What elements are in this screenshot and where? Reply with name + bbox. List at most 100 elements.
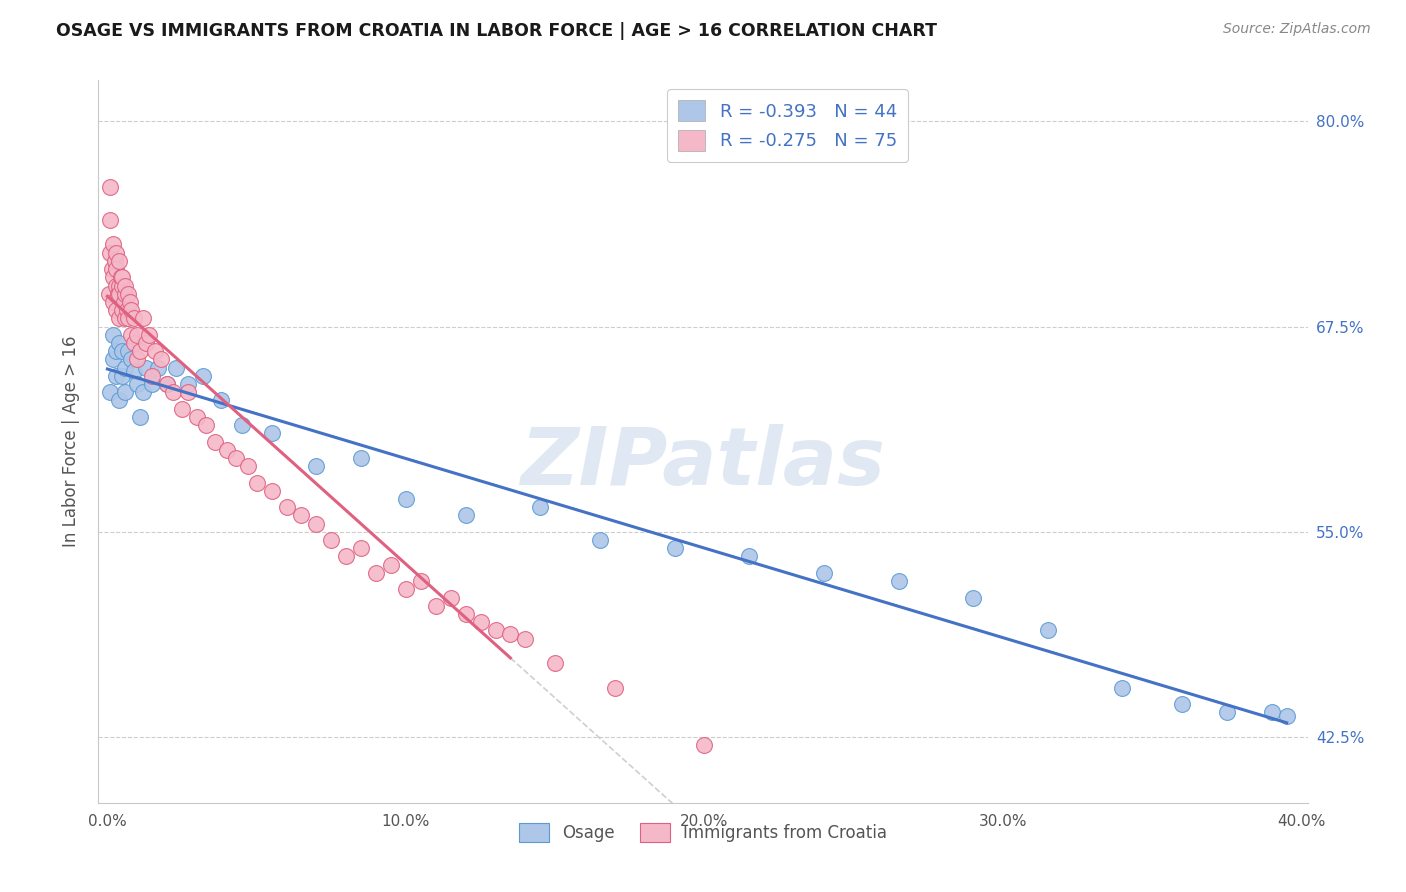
Point [215,442,238,457]
Text: OSAGE VS IMMIGRANTS FROM CROATIA IN LABOR FORCE | AGE > 16 CORRELATION CHART: OSAGE VS IMMIGRANTS FROM CROATIA IN LABO… [56,22,938,40]
Point [111,270,134,285]
Point [141,377,163,392]
Point [129,344,152,359]
Point [177,385,200,400]
Point [111,303,134,318]
Point [117,311,139,326]
Y-axis label: In Labor Force | Age > 16: In Labor Force | Age > 16 [62,335,80,548]
Point [603,681,626,695]
Point [98,180,121,194]
Point [114,278,136,293]
Point [305,516,328,531]
Point [132,385,155,400]
Point [350,541,373,556]
Point [962,591,984,605]
Point [103,270,125,285]
Point [112,295,135,310]
Point [108,278,131,293]
Point [470,615,492,630]
Point [380,558,402,572]
Point [515,632,537,646]
Point [162,385,184,400]
Point [454,508,477,523]
Point [129,409,152,424]
Point [186,409,208,424]
Point [117,344,139,359]
Point [120,303,142,318]
Text: ZIPatlas: ZIPatlas [520,425,886,502]
Point [105,262,128,277]
Point [103,237,125,252]
Point [115,303,138,318]
Point [146,360,169,375]
Point [335,549,357,564]
Point [114,360,136,375]
Point [103,352,125,367]
Point [122,311,145,326]
Point [135,360,157,375]
Point [738,549,761,564]
Point [138,327,160,342]
Point [127,377,149,392]
Point [110,270,132,285]
Point [141,368,163,383]
Point [105,278,128,293]
Point [1171,698,1194,712]
Point [529,500,551,515]
Point [156,377,179,392]
Point [191,368,214,383]
Point [499,626,522,640]
Point [290,508,312,523]
Point [111,344,134,359]
Point [1216,706,1239,720]
Point [114,286,136,301]
Point [589,533,612,547]
Point [440,591,463,605]
Point [150,352,173,367]
Point [108,336,131,351]
Point [111,278,134,293]
Point [305,459,328,474]
Point [98,245,121,260]
Point [813,566,835,580]
Point [204,434,226,449]
Point [135,336,157,351]
Point [1261,706,1284,720]
Point [107,286,129,301]
Point [101,262,124,277]
Point [143,344,166,359]
Point [108,286,131,301]
Point [887,574,910,588]
Point [156,377,179,392]
Point [231,418,253,433]
Point [111,368,134,383]
Point [103,327,125,342]
Point [236,459,259,474]
Point [395,491,418,506]
Point [693,739,716,753]
Point [350,450,373,465]
Point [104,253,127,268]
Point [127,327,149,342]
Point [260,483,283,498]
Point [395,582,418,597]
Point [425,599,447,613]
Point [105,368,128,383]
Point [105,245,128,260]
Point [177,377,200,392]
Point [1275,708,1298,723]
Point [120,327,142,342]
Text: Source: ZipAtlas.com: Source: ZipAtlas.com [1223,22,1371,37]
Point [664,541,686,556]
Point [544,657,567,671]
Point [1111,681,1133,695]
Point [114,385,136,400]
Point [454,607,477,621]
Point [98,212,121,227]
Point [103,295,125,310]
Point [165,360,187,375]
Point [170,401,193,416]
Point [120,352,142,367]
Point [1036,624,1059,638]
Point [276,500,298,515]
